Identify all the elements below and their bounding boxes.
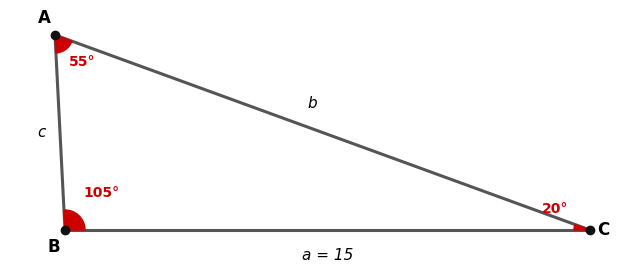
- Text: B: B: [47, 238, 60, 256]
- Wedge shape: [55, 35, 72, 53]
- Text: a = 15: a = 15: [302, 248, 353, 263]
- Text: C: C: [597, 221, 609, 239]
- Text: 105°: 105°: [83, 186, 119, 200]
- Text: c: c: [38, 125, 46, 140]
- Wedge shape: [64, 210, 85, 230]
- Text: b: b: [307, 96, 317, 110]
- Text: 20°: 20°: [542, 202, 568, 216]
- Text: A: A: [38, 9, 51, 27]
- Text: 55°: 55°: [69, 55, 96, 69]
- Wedge shape: [574, 224, 590, 230]
